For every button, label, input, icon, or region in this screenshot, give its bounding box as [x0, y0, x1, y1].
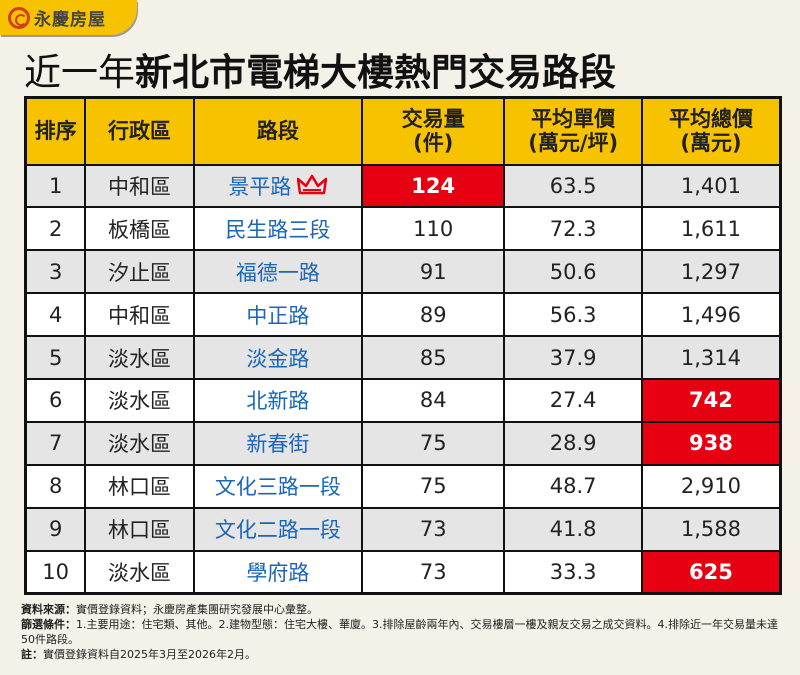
logo-mark-icon: [8, 6, 30, 29]
district-cell: 淡水區: [84, 420, 195, 466]
column-header: 行政區: [84, 96, 195, 166]
unit-price-cell: 27.4: [503, 377, 643, 423]
volume-cell: 73: [361, 506, 506, 552]
unit-price-cell: 56.3: [503, 292, 643, 338]
date-note: 註：實價登錄資料自2025年3月至2026年2月。: [21, 648, 256, 661]
volume-cell: 110: [361, 206, 506, 252]
unit-price-cell: 41.8: [503, 506, 643, 552]
total-price-cell: 625: [640, 549, 782, 595]
volume-cell: 84: [361, 377, 506, 423]
ranking-table: 排序 行政區 路段 交易量 (件) 平均單價 (萬元/坪) 平均總價 (萬元) 1 中和區 景平路 1…: [24, 96, 782, 595]
table-row: 10 淡水區 學府路 73 33.3 625: [24, 549, 782, 595]
footnotes: 資料來源：實價登錄資料；永慶房產集團研究發展中心彙整。 篩選條件：1.主要用途：…: [21, 602, 786, 662]
rank-cell: 4: [24, 292, 87, 338]
volume-cell: 75: [361, 463, 506, 509]
total-price-cell: 1,611: [640, 206, 782, 252]
rank-cell: 9: [24, 506, 87, 552]
unit-price-cell: 63.5: [503, 163, 643, 209]
table-row: 9 林口區 文化二路一段 73 41.8 1,588: [24, 506, 782, 552]
volume-cell: 85: [361, 335, 506, 380]
volume-cell: 124: [361, 163, 506, 209]
total-price-cell: 742: [640, 377, 782, 423]
rank-cell: 3: [24, 249, 87, 295]
district-cell: 中和區: [84, 163, 195, 209]
page-title: 近一年新北市電梯大樓熱門交易路段: [24, 42, 616, 96]
title-main: 新北市電梯大樓熱門交易路段: [135, 51, 616, 94]
column-header: 排序: [24, 96, 87, 166]
source-note: 資料來源：實價登錄資料；永慶房產集團研究發展中心彙整。: [21, 603, 318, 616]
title-prefix: 近一年: [24, 51, 135, 94]
district-cell: 淡水區: [84, 335, 195, 380]
filter-note: 篩選條件：1.主要用途：住宅類、其他。2.建物型態：住宅大樓、華廈。3.排除屋齡…: [21, 618, 778, 646]
volume-cell: 89: [361, 292, 506, 338]
rank-cell: 2: [24, 206, 87, 252]
column-header: 交易量 (件): [361, 96, 506, 166]
road-cell: 學府路: [192, 549, 364, 595]
table-row: 5 淡水區 淡金路 85 37.9 1,314: [24, 335, 782, 380]
rank-cell: 5: [24, 335, 87, 380]
district-cell: 中和區: [84, 292, 195, 338]
road-cell: 新春街: [192, 420, 364, 466]
rank-cell: 10: [24, 549, 87, 595]
road-cell: 中正路: [192, 292, 364, 338]
total-price-cell: 1,496: [640, 292, 782, 338]
table-row: 1 中和區 景平路 124 63.5 1,401: [24, 163, 782, 209]
unit-price-cell: 33.3: [503, 549, 643, 595]
district-cell: 淡水區: [84, 549, 195, 595]
total-price-cell: 1,314: [640, 335, 782, 380]
table-row: 4 中和區 中正路 89 56.3 1,496: [24, 292, 782, 338]
district-cell: 汐止區: [84, 249, 195, 295]
volume-cell: 73: [361, 549, 506, 595]
road-cell: 文化三路一段: [192, 463, 364, 509]
road-cell: 淡金路: [192, 335, 364, 380]
district-cell: 板橋區: [84, 206, 195, 252]
rank-cell: 6: [24, 377, 87, 423]
total-price-cell: 938: [640, 420, 782, 466]
unit-price-cell: 37.9: [503, 335, 643, 380]
column-header: 平均單價 (萬元/坪): [503, 96, 643, 166]
table-row: 6 淡水區 北新路 84 27.4 742: [24, 377, 782, 423]
column-header: 路段: [192, 96, 364, 166]
rank-cell: 1: [24, 163, 87, 209]
unit-price-cell: 50.6: [503, 249, 643, 295]
road-cell: 福德一路: [192, 249, 364, 295]
rank-cell: 8: [24, 463, 87, 509]
unit-price-cell: 48.7: [503, 463, 643, 509]
road-cell: 民生路三段: [192, 206, 364, 252]
road-cell: 文化二路一段: [192, 506, 364, 552]
rank-cell: 7: [24, 420, 87, 466]
district-cell: 林口區: [84, 463, 195, 509]
table-row: 2 板橋區 民生路三段 110 72.3 1,611: [24, 206, 782, 252]
total-price-cell: 2,910: [640, 463, 782, 509]
crown-icon: [297, 174, 328, 195]
brand-name: 永慶房屋: [34, 10, 106, 30]
table-row: 3 汐止區 福德一路 91 50.6 1,297: [24, 249, 782, 295]
total-price-cell: 1,401: [640, 163, 782, 209]
total-price-cell: 1,297: [640, 249, 782, 295]
total-price-cell: 1,588: [640, 506, 782, 552]
table-row: 7 淡水區 新春街 75 28.9 938: [24, 420, 782, 466]
district-cell: 林口區: [84, 506, 195, 552]
district-cell: 淡水區: [84, 377, 195, 423]
brand-logo: 永慶房屋: [0, 0, 137, 35]
column-header: 平均總價 (萬元): [640, 96, 782, 166]
table-row: 8 林口區 文化三路一段 75 48.7 2,910: [24, 463, 782, 509]
volume-cell: 75: [361, 420, 506, 466]
volume-cell: 91: [361, 249, 506, 295]
unit-price-cell: 28.9: [503, 420, 643, 466]
unit-price-cell: 72.3: [503, 206, 643, 252]
road-cell: 景平路: [192, 163, 364, 209]
road-cell: 北新路: [192, 377, 364, 423]
